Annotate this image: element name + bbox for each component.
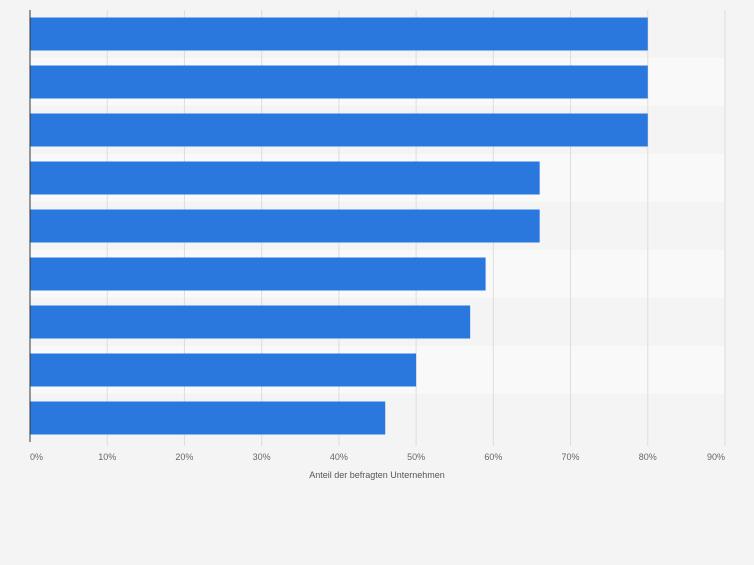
x-tick-label: 30% [253,452,271,462]
x-tick-label: 0% [30,452,43,462]
bar [30,17,648,51]
bars [30,17,648,435]
x-tick-label: 90% [707,452,725,462]
x-tick-label: 70% [562,452,580,462]
x-axis-label: Anteil der befragten Unternehmen [309,470,445,480]
bar [30,401,386,435]
x-tick-label: 10% [98,452,116,462]
x-tick-label: 60% [484,452,502,462]
bar [30,161,540,195]
bar [30,209,540,243]
bar [30,257,486,291]
bar [30,65,648,99]
x-tick-label: 40% [330,452,348,462]
bar [30,305,471,339]
x-tick-label: 20% [175,452,193,462]
x-tick-label: 80% [639,452,657,462]
bar [30,113,648,147]
x-tick-labels: 0% 10% 20% 30% 40% 50% 60% 70% 80% 90% [30,452,725,462]
x-tick-label: 50% [407,452,425,462]
bar [30,353,417,387]
